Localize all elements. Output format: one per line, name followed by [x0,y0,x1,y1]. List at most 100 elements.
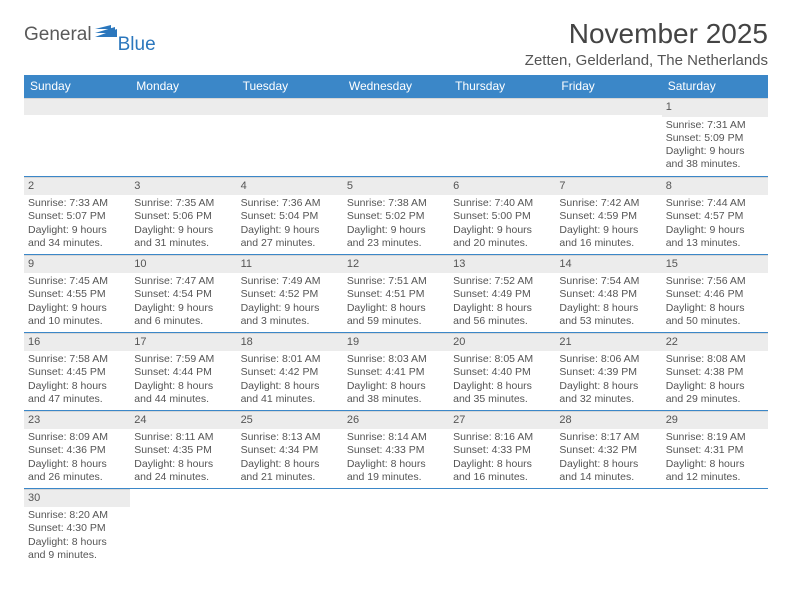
day-content: Sunrise: 7:42 AMSunset: 4:59 PMDaylight:… [555,195,661,253]
day-content: Sunrise: 8:17 AMSunset: 4:32 PMDaylight:… [555,429,661,487]
weekday-header: Thursday [449,75,555,98]
calendar-cell: 18Sunrise: 8:01 AMSunset: 4:42 PMDayligh… [237,332,343,410]
calendar-cell: 10Sunrise: 7:47 AMSunset: 4:54 PMDayligh… [130,254,236,332]
calendar-cell: 13Sunrise: 7:52 AMSunset: 4:49 PMDayligh… [449,254,555,332]
header-row: General Blue November 2025 Zetten, Gelde… [24,18,768,69]
day-number: 15 [662,255,768,274]
day-content: Sunrise: 7:40 AMSunset: 5:00 PMDaylight:… [449,195,555,253]
day-content: Sunrise: 7:51 AMSunset: 4:51 PMDaylight:… [343,273,449,331]
flag-icon [95,25,117,41]
day-content: Sunrise: 7:35 AMSunset: 5:06 PMDaylight:… [130,195,236,253]
weekday-header: Wednesday [343,75,449,98]
weekday-header: Friday [555,75,661,98]
calendar-body: 1Sunrise: 7:31 AMSunset: 5:09 PMDaylight… [24,98,768,566]
day-number: 28 [555,411,661,430]
empty-day-bar [24,98,130,115]
calendar-cell: 28Sunrise: 8:17 AMSunset: 4:32 PMDayligh… [555,410,661,488]
day-content: Sunrise: 7:49 AMSunset: 4:52 PMDaylight:… [237,273,343,331]
calendar-cell: 20Sunrise: 8:05 AMSunset: 4:40 PMDayligh… [449,332,555,410]
calendar-cell [555,98,661,176]
calendar-cell: 15Sunrise: 7:56 AMSunset: 4:46 PMDayligh… [662,254,768,332]
day-content: Sunrise: 7:59 AMSunset: 4:44 PMDaylight:… [130,351,236,409]
day-number: 27 [449,411,555,430]
day-content: Sunrise: 7:44 AMSunset: 4:57 PMDaylight:… [662,195,768,253]
calendar-cell [449,98,555,176]
day-content: Sunrise: 7:38 AMSunset: 5:02 PMDaylight:… [343,195,449,253]
day-number: 19 [343,333,449,352]
day-number: 6 [449,177,555,196]
location: Zetten, Gelderland, The Netherlands [525,52,768,69]
title-block: November 2025 Zetten, Gelderland, The Ne… [525,18,768,69]
calendar-cell [343,98,449,176]
calendar-cell: 9Sunrise: 7:45 AMSunset: 4:55 PMDaylight… [24,254,130,332]
weekday-header: Monday [130,75,236,98]
calendar-cell [555,488,661,566]
day-number: 26 [343,411,449,430]
day-number: 13 [449,255,555,274]
calendar-cell [343,488,449,566]
day-number: 16 [24,333,130,352]
calendar-cell: 7Sunrise: 7:42 AMSunset: 4:59 PMDaylight… [555,176,661,254]
day-number: 22 [662,333,768,352]
day-content: Sunrise: 7:33 AMSunset: 5:07 PMDaylight:… [24,195,130,253]
calendar-cell: 24Sunrise: 8:11 AMSunset: 4:35 PMDayligh… [130,410,236,488]
day-number: 20 [449,333,555,352]
calendar-cell: 26Sunrise: 8:14 AMSunset: 4:33 PMDayligh… [343,410,449,488]
day-content: Sunrise: 7:58 AMSunset: 4:45 PMDaylight:… [24,351,130,409]
calendar-cell [130,488,236,566]
day-content: Sunrise: 8:13 AMSunset: 4:34 PMDaylight:… [237,429,343,487]
day-number: 21 [555,333,661,352]
day-number: 4 [237,177,343,196]
calendar-cell [449,488,555,566]
day-number: 9 [24,255,130,274]
calendar-cell: 19Sunrise: 8:03 AMSunset: 4:41 PMDayligh… [343,332,449,410]
empty-day-bar [130,98,236,115]
day-number: 25 [237,411,343,430]
day-content: Sunrise: 8:08 AMSunset: 4:38 PMDaylight:… [662,351,768,409]
empty-day-bar [555,98,661,115]
day-number: 24 [130,411,236,430]
calendar-cell: 25Sunrise: 8:13 AMSunset: 4:34 PMDayligh… [237,410,343,488]
calendar-cell: 22Sunrise: 8:08 AMSunset: 4:38 PMDayligh… [662,332,768,410]
calendar-cell [130,98,236,176]
empty-day-bar [237,98,343,115]
day-number: 17 [130,333,236,352]
calendar-cell: 3Sunrise: 7:35 AMSunset: 5:06 PMDaylight… [130,176,236,254]
empty-day-bar [343,98,449,115]
weekday-header: Tuesday [237,75,343,98]
calendar-cell: 5Sunrise: 7:38 AMSunset: 5:02 PMDaylight… [343,176,449,254]
calendar-cell: 2Sunrise: 7:33 AMSunset: 5:07 PMDaylight… [24,176,130,254]
calendar-cell: 21Sunrise: 8:06 AMSunset: 4:39 PMDayligh… [555,332,661,410]
calendar-cell: 14Sunrise: 7:54 AMSunset: 4:48 PMDayligh… [555,254,661,332]
day-number: 30 [24,489,130,508]
calendar-cell [237,488,343,566]
logo-word2: Blue [118,34,156,56]
calendar-cell [24,98,130,176]
calendar-cell: 16Sunrise: 7:58 AMSunset: 4:45 PMDayligh… [24,332,130,410]
calendar-cell [237,98,343,176]
calendar-cell [662,488,768,566]
calendar-table: SundayMondayTuesdayWednesdayThursdayFrid… [24,75,768,566]
calendar-cell: 8Sunrise: 7:44 AMSunset: 4:57 PMDaylight… [662,176,768,254]
calendar-cell: 17Sunrise: 7:59 AMSunset: 4:44 PMDayligh… [130,332,236,410]
calendar-cell: 6Sunrise: 7:40 AMSunset: 5:00 PMDaylight… [449,176,555,254]
day-number: 3 [130,177,236,196]
calendar-cell: 4Sunrise: 7:36 AMSunset: 5:04 PMDaylight… [237,176,343,254]
day-number: 11 [237,255,343,274]
day-content: Sunrise: 7:31 AMSunset: 5:09 PMDaylight:… [662,117,768,175]
weekday-header: Saturday [662,75,768,98]
calendar-cell: 11Sunrise: 7:49 AMSunset: 4:52 PMDayligh… [237,254,343,332]
day-number: 10 [130,255,236,274]
day-content: Sunrise: 7:47 AMSunset: 4:54 PMDaylight:… [130,273,236,331]
weekday-header: Sunday [24,75,130,98]
day-content: Sunrise: 7:54 AMSunset: 4:48 PMDaylight:… [555,273,661,331]
calendar-head: SundayMondayTuesdayWednesdayThursdayFrid… [24,75,768,98]
day-number: 2 [24,177,130,196]
day-content: Sunrise: 8:20 AMSunset: 4:30 PMDaylight:… [24,507,130,565]
month-title: November 2025 [525,18,768,50]
logo-word1: General [24,24,92,46]
day-content: Sunrise: 8:09 AMSunset: 4:36 PMDaylight:… [24,429,130,487]
day-content: Sunrise: 8:11 AMSunset: 4:35 PMDaylight:… [130,429,236,487]
day-number: 14 [555,255,661,274]
day-number: 23 [24,411,130,430]
